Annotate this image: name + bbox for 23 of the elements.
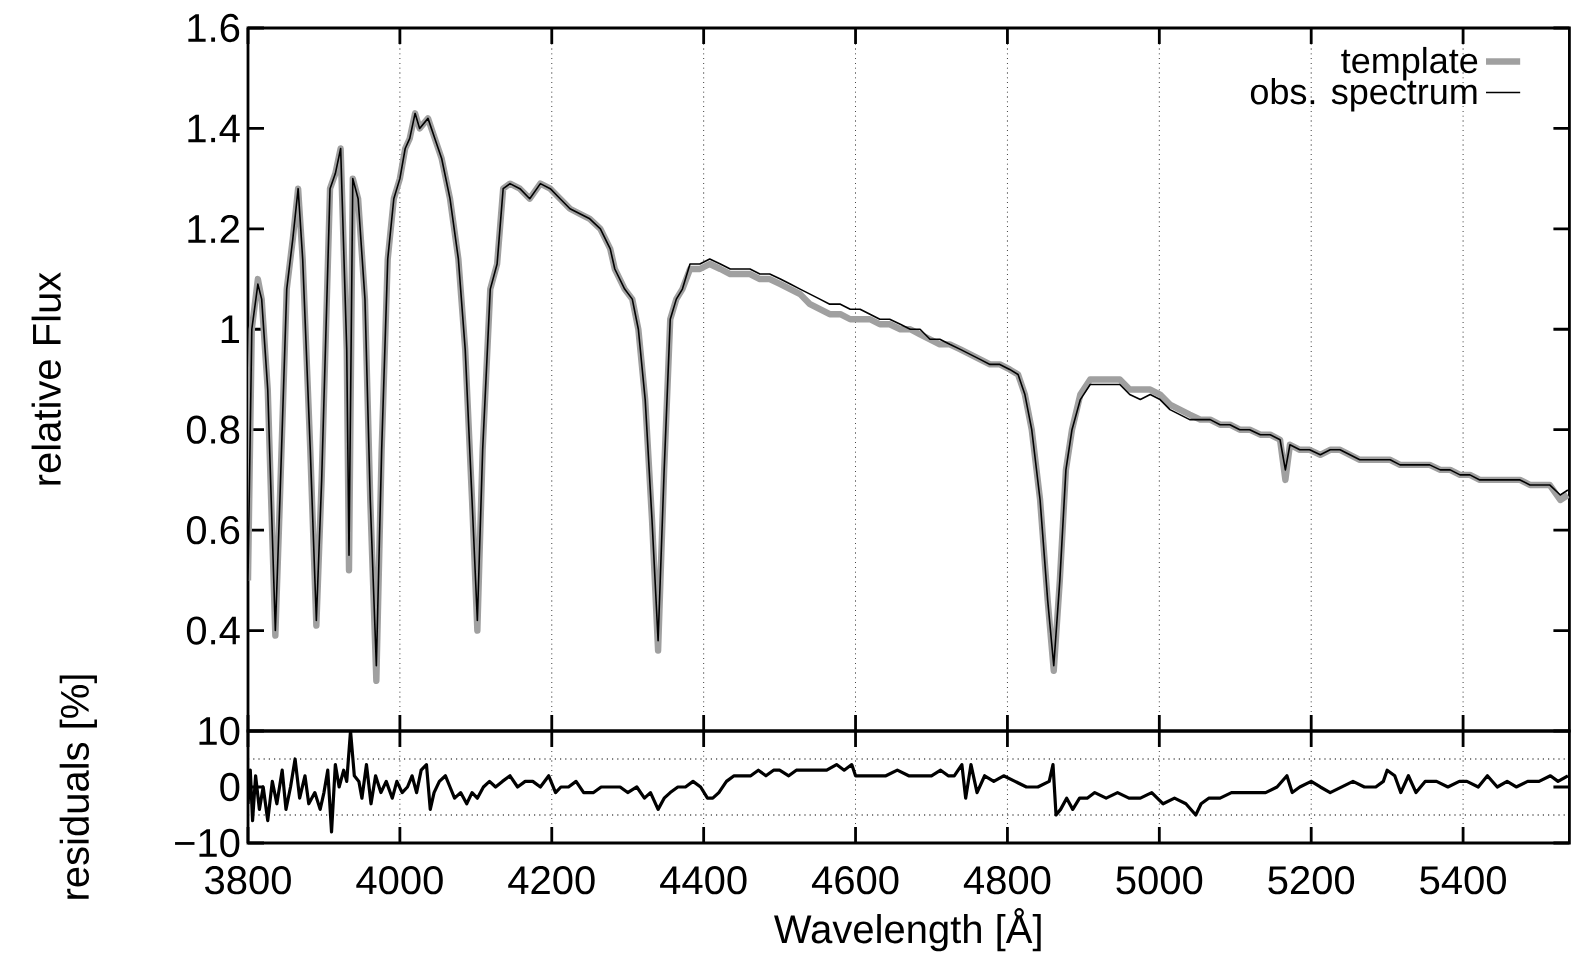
y-tick-label: −10 — [175, 828, 240, 858]
y-tick-label: 1.4 — [188, 114, 240, 143]
legend-label: template — [1341, 46, 1478, 81]
x-tick-label: 4000 — [356, 866, 443, 895]
x-tick-label: 5400 — [1420, 866, 1506, 895]
x-tick-label: 4400 — [660, 866, 747, 895]
y-tick-label: 0.6 — [186, 515, 240, 545]
x-tick-label: 3800 — [205, 866, 291, 895]
y-axis-title: relative Flux — [31, 272, 61, 485]
x-tick-label: 5000 — [1116, 866, 1203, 895]
x-tick-label: 4600 — [811, 866, 899, 895]
x-axis-title: Wavelength [Å] — [774, 908, 1041, 952]
y-axis-title: residuals [%] — [59, 675, 97, 899]
x-tick-label: 5200 — [1268, 866, 1355, 895]
y-tick-label: 1.2 — [188, 214, 239, 243]
y-tick-label: 0.4 — [186, 616, 240, 645]
x-tick-label: 4200 — [508, 866, 595, 895]
y-tick-label: 10 — [199, 716, 240, 746]
y-tick-label: 0 — [220, 772, 240, 802]
y-tick-label: 1 — [221, 315, 239, 344]
x-tick-label: 4800 — [963, 866, 1051, 895]
y-tick-label: 0.8 — [186, 415, 240, 444]
y-tick-label: 1.6 — [188, 13, 240, 43]
